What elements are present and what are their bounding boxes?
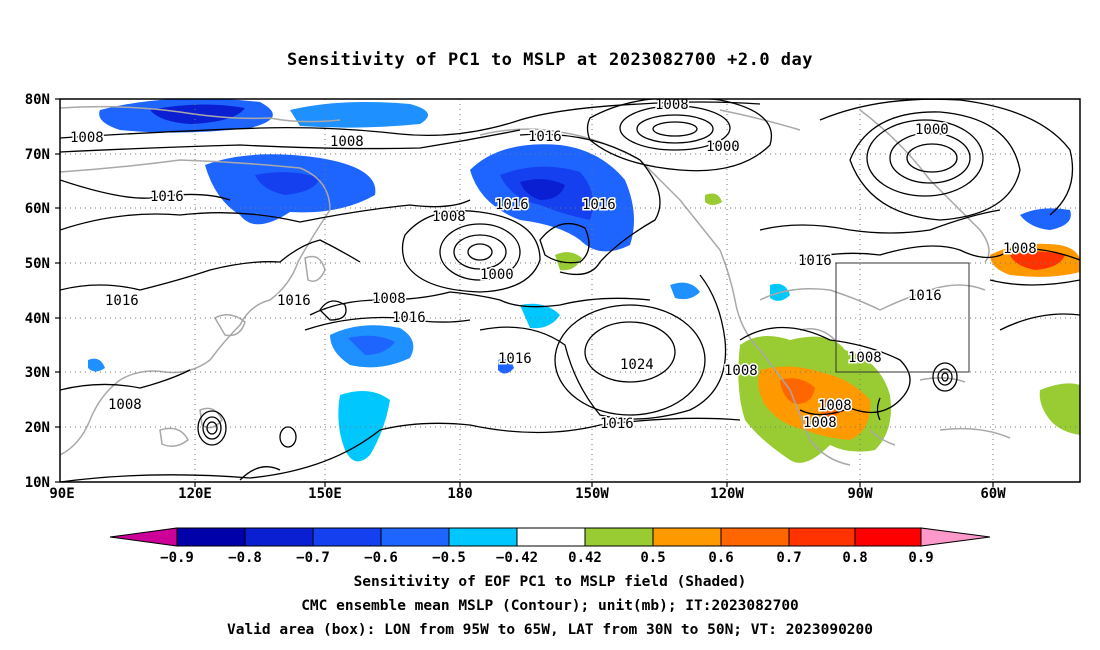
colorbar-label: 0.5 — [640, 550, 665, 566]
colorbar-label: −0.42 — [496, 550, 538, 566]
contour-label: 1008 — [1003, 241, 1037, 257]
contour-label: 1008 — [655, 97, 689, 113]
contour-label: 1016 — [150, 189, 184, 205]
lon-label: 180 — [447, 486, 472, 502]
contour-label: 1008 — [848, 350, 882, 366]
colorbar-label: −0.6 — [364, 550, 398, 566]
lat-label: 40N — [25, 311, 50, 327]
lon-ticks — [194, 482, 994, 487]
contour-label: 1016 — [105, 293, 139, 309]
colorbar-cell — [788, 527, 856, 547]
contour-label: 1000 — [480, 267, 514, 283]
colorbar-label: 0.7 — [776, 550, 801, 566]
lat-label: 20N — [25, 420, 50, 436]
contour-label: 1008 — [803, 415, 837, 431]
colorbar-label: 0.42 — [568, 550, 602, 566]
contour-label: 1024 — [620, 357, 654, 373]
colorbar-cell — [652, 527, 722, 547]
colorbar-cell — [720, 527, 790, 547]
contour-label: 1008 — [372, 291, 406, 307]
colorbar-label: −0.5 — [432, 550, 466, 566]
contour-label: 1016 — [600, 416, 634, 432]
valid-area-box — [835, 262, 970, 373]
contour-label: 1008 — [724, 363, 758, 379]
lon-label: 90W — [847, 486, 873, 502]
negative-sensitivity-shading — [88, 99, 1071, 462]
caption-line-3: Valid area (box): LON from 95W to 65W, L… — [226, 622, 873, 638]
contour-label: 1016 — [392, 310, 426, 326]
lat-ticks — [55, 98, 60, 483]
contour-label: 1016 — [277, 293, 311, 309]
positive-sensitivity-shading — [555, 193, 1080, 463]
colorbar-cell — [516, 527, 586, 547]
contour-label: 1016 — [582, 197, 616, 213]
contour-label: 1016 — [908, 288, 942, 304]
colorbar-high-arrow — [920, 527, 991, 547]
colorbar — [109, 527, 991, 547]
contour-label: 1016 — [495, 197, 529, 213]
lon-label: 150E — [308, 486, 342, 502]
lat-label: 60N — [25, 201, 50, 217]
contour-label: 1016 — [798, 253, 832, 269]
contour-label: 1008 — [108, 397, 142, 413]
colorbar-cell — [312, 527, 382, 547]
lat-label: 80N — [25, 92, 50, 108]
contour-label: 1016 — [528, 129, 562, 145]
colorbar-cell — [176, 527, 246, 547]
colorbar-cell — [854, 527, 922, 547]
lon-label: 60W — [980, 486, 1006, 502]
lat-label: 50N — [25, 256, 50, 272]
contour-label: 1008 — [330, 134, 364, 150]
lon-label: 150W — [575, 486, 609, 502]
map-title: Sensitivity of PC1 to MSLP at 2023082700… — [286, 50, 813, 70]
lon-label: 90E — [49, 486, 74, 502]
colorbar-cell — [244, 527, 314, 547]
contour-label: 1016 — [498, 351, 532, 367]
caption-line-2: CMC ensemble mean MSLP (Contour); unit(m… — [301, 598, 799, 614]
contour-label: 1000 — [706, 139, 740, 155]
colorbar-cell — [380, 527, 450, 547]
colorbar-label: −0.7 — [296, 550, 330, 566]
contour-label: 1008 — [818, 398, 852, 414]
contour-label: 1008 — [432, 209, 466, 225]
contour-label: 1000 — [915, 122, 949, 138]
map-frame — [59, 98, 1081, 483]
colorbar-label: −0.9 — [160, 550, 194, 566]
colorbar-label: −0.8 — [228, 550, 262, 566]
lat-label: 30N — [25, 365, 50, 381]
colorbar-cell — [584, 527, 654, 547]
colorbar-label: 0.6 — [708, 550, 733, 566]
colorbar-label: 0.8 — [842, 550, 867, 566]
lat-label: 70N — [25, 147, 50, 163]
lat-label: 10N — [25, 475, 50, 491]
colorbar-low-arrow — [109, 527, 178, 547]
lon-label: 120W — [710, 486, 744, 502]
lon-label: 120E — [178, 486, 212, 502]
colorbar-label: 0.9 — [908, 550, 933, 566]
coastlines — [60, 105, 1011, 466]
colorbar-cell — [448, 527, 518, 547]
contour-label: 1008 — [70, 130, 104, 146]
mslp-contours — [60, 99, 1080, 482]
caption-line-1: Sensitivity of EOF PC1 to MSLP field (Sh… — [353, 574, 747, 590]
